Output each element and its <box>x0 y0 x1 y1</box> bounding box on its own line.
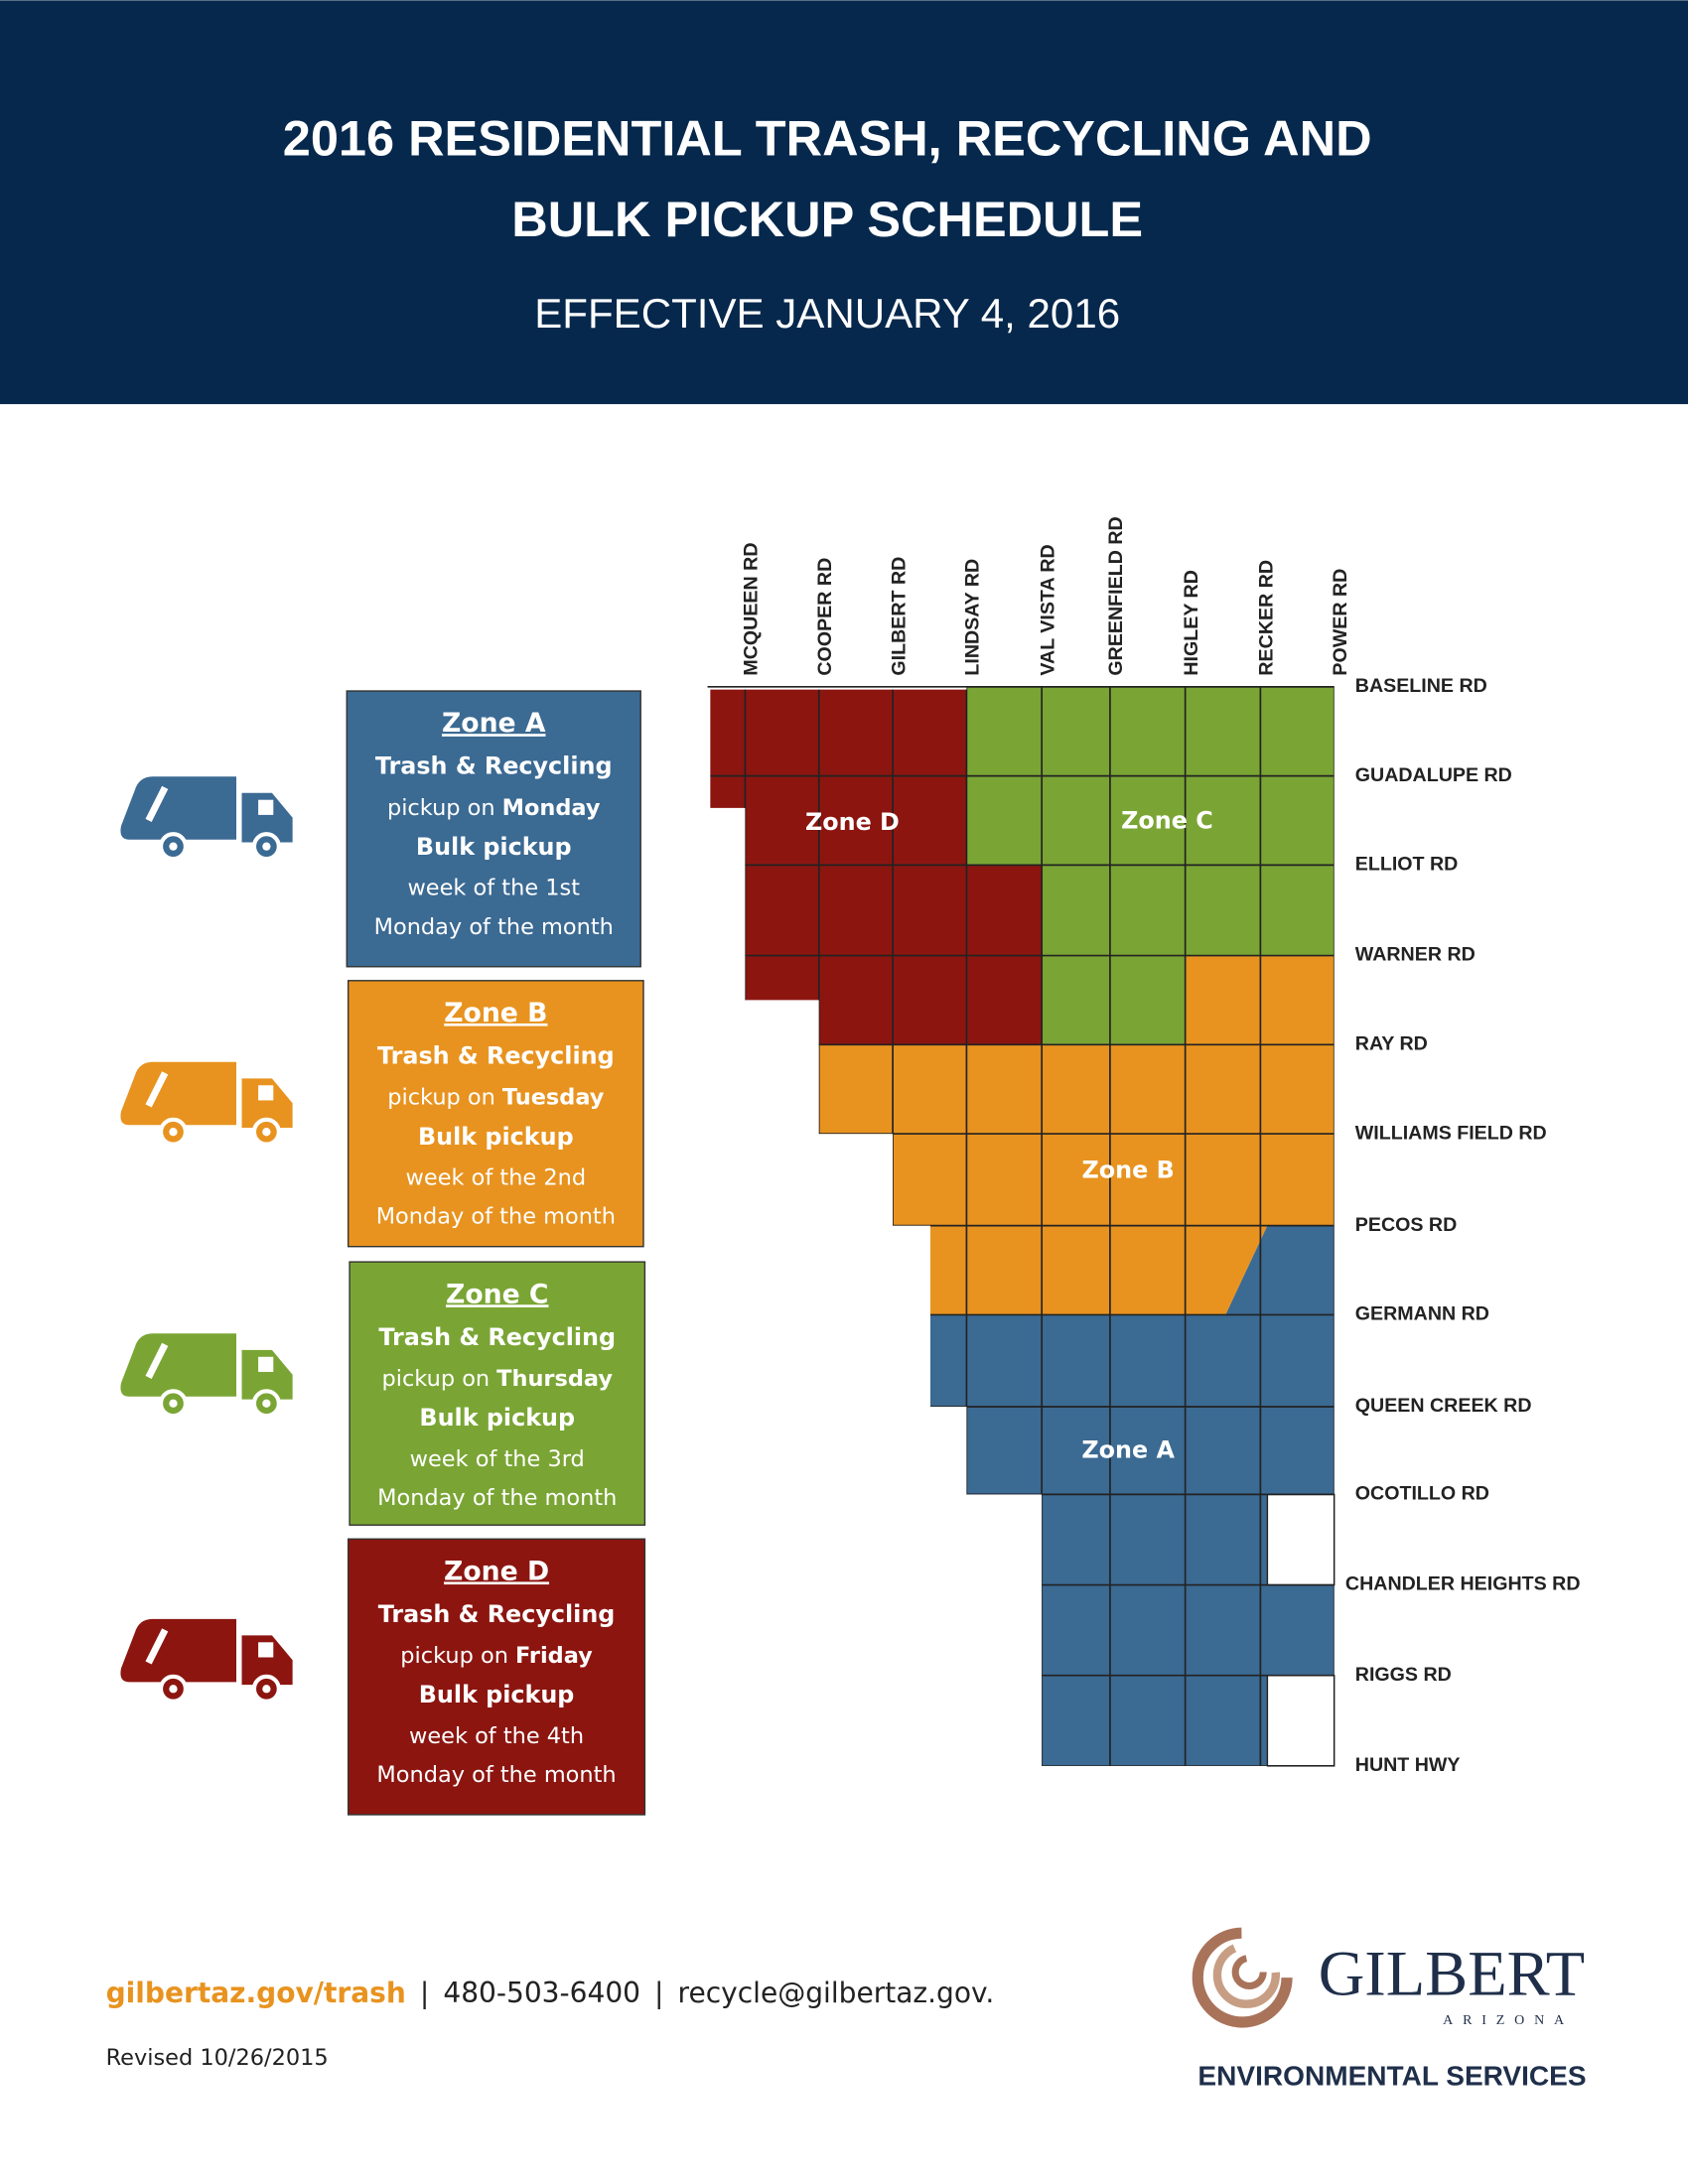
pickup-line: pickup on Friday <box>400 1643 593 1669</box>
service: Trash & Recycling <box>377 1041 615 1069</box>
zone-map-label: Zone C <box>1121 806 1213 834</box>
road-label: RECKER RD <box>1256 560 1278 676</box>
truck-icon <box>120 1062 292 1145</box>
road-label: MCQUEEN RD <box>741 543 763 676</box>
road-label: WILLIAMS FIELD RD <box>1355 1122 1547 1144</box>
excluded-area <box>1266 1675 1336 1767</box>
bulk-month: Monday of the month <box>374 914 614 940</box>
zone-map-label: Zone B <box>1082 1156 1175 1183</box>
road-label: WARNER RD <box>1355 944 1476 966</box>
road-label: BASELINE RD <box>1355 675 1487 697</box>
bulk-week: week of the 2nd <box>406 1164 587 1190</box>
pickup-line: pickup on Tuesday <box>387 1084 605 1110</box>
road-label: GUADALUPE RD <box>1355 764 1512 786</box>
contact-line: gilbertaz.gov/trash | 480-503-6400 | recycle… <box>106 1977 995 2009</box>
service: Trash & Recycling <box>378 1600 616 1628</box>
service: Trash & Recycling <box>375 752 613 780</box>
zone-title: Zone B <box>444 998 547 1028</box>
pickup-label: pickup on <box>387 1084 495 1110</box>
zone-box <box>347 1538 646 1816</box>
road-label: POWER RD <box>1330 569 1351 676</box>
truck-icon <box>120 776 292 859</box>
pickup-label: pickup on <box>400 1643 508 1669</box>
road-label: LINDSAY RD <box>962 559 984 676</box>
zone-card: Zone A Trash & Recycling pickup on Monday Bu… <box>346 690 641 968</box>
road-label: OCOTILLO RD <box>1355 1483 1489 1505</box>
zone-box <box>346 690 641 968</box>
separator: | <box>420 1977 429 2009</box>
road-label: HUNT HWY <box>1355 1754 1461 1776</box>
road-label: GERMANN RD <box>1355 1303 1489 1325</box>
logo-mark <box>1192 1927 1293 2028</box>
website: gilbertaz.gov/trash <box>106 1977 406 2009</box>
road-label: QUEEN CREEK RD <box>1355 1395 1532 1417</box>
title-line: BULK PICKUP SCHEDULE <box>511 191 1143 247</box>
zone-a-area <box>929 1225 1335 1766</box>
pickup-label: pickup on <box>387 794 495 820</box>
pickup-day: Friday <box>515 1643 593 1669</box>
bulk-week: week of the 4th <box>409 1723 584 1749</box>
zone-title: Zone A <box>442 708 546 739</box>
header-band <box>0 0 1688 405</box>
department: ENVIRONMENTAL SERVICES <box>1197 2060 1586 2091</box>
road-label: COOPER RD <box>814 558 836 676</box>
zone-card: Zone B Trash & Recycling pickup on Tuesday B… <box>347 980 644 1248</box>
road-label: PECOS RD <box>1355 1214 1458 1236</box>
zone-box <box>349 1261 646 1526</box>
bulk-month: Monday of the month <box>376 1204 616 1230</box>
zone-title: Zone D <box>444 1556 549 1586</box>
bulk-label: Bulk pickup <box>418 1123 574 1151</box>
zone-map <box>710 686 1336 1767</box>
email: recycle@gilbertaz.gov. <box>678 1977 995 2009</box>
truck-icon <box>120 1333 292 1416</box>
bulk-label: Bulk pickup <box>419 1681 575 1708</box>
zone-title: Zone C <box>446 1279 548 1309</box>
zone-card: Zone D Trash & Recycling pickup on Friday Bu… <box>347 1538 646 1816</box>
bulk-label: Bulk pickup <box>419 1404 575 1432</box>
road-label: RIGGS RD <box>1355 1664 1452 1686</box>
excluded-area <box>1266 1493 1336 1586</box>
road-label: VAL VISTA RD <box>1037 544 1058 675</box>
logo-name: GILBERT <box>1319 1939 1586 2009</box>
zone-box <box>347 980 644 1248</box>
road-label: GILBERT RD <box>888 557 910 676</box>
road-label: CHANDLER HEIGHTS RD <box>1345 1573 1581 1595</box>
zone-map-label: Zone D <box>805 808 900 836</box>
zone-map-label: Zone A <box>1081 1435 1175 1463</box>
bulk-week: week of the 3rd <box>410 1446 585 1472</box>
effective-date: EFFECTIVE JANUARY 4, 2016 <box>534 290 1120 337</box>
phone: 480-503-6400 <box>443 1977 640 2009</box>
road-label: GREENFIELD RD <box>1105 516 1127 675</box>
separator: | <box>654 1977 663 2009</box>
pickup-day: Monday <box>502 794 601 820</box>
pickup-day: Thursday <box>496 1365 613 1391</box>
revised-date: Revised 10/26/2015 <box>106 2045 329 2071</box>
zone-card: Zone C Trash & Recycling pickup on Thursday… <box>349 1261 646 1526</box>
pickup-line: pickup on Monday <box>387 794 601 820</box>
road-label: ELLIOT RD <box>1355 854 1459 876</box>
pickup-line: pickup on Thursday <box>381 1365 613 1391</box>
title-line: 2016 RESIDENTIAL TRASH, RECYCLING AND <box>283 110 1372 167</box>
service: Trash & Recycling <box>378 1323 616 1351</box>
bulk-month: Monday of the month <box>376 1762 616 1788</box>
truck-icon <box>120 1619 292 1702</box>
road-label: HIGLEY RD <box>1181 570 1202 676</box>
pickup-label: pickup on <box>381 1365 490 1391</box>
bulk-week: week of the 1st <box>407 876 580 901</box>
logo-state: ARIZONA <box>1443 2013 1574 2028</box>
pickup-day: Tuesday <box>502 1084 605 1110</box>
road-label: RAY RD <box>1355 1032 1428 1054</box>
bulk-label: Bulk pickup <box>416 833 572 861</box>
bulk-month: Monday of the month <box>377 1485 617 1511</box>
